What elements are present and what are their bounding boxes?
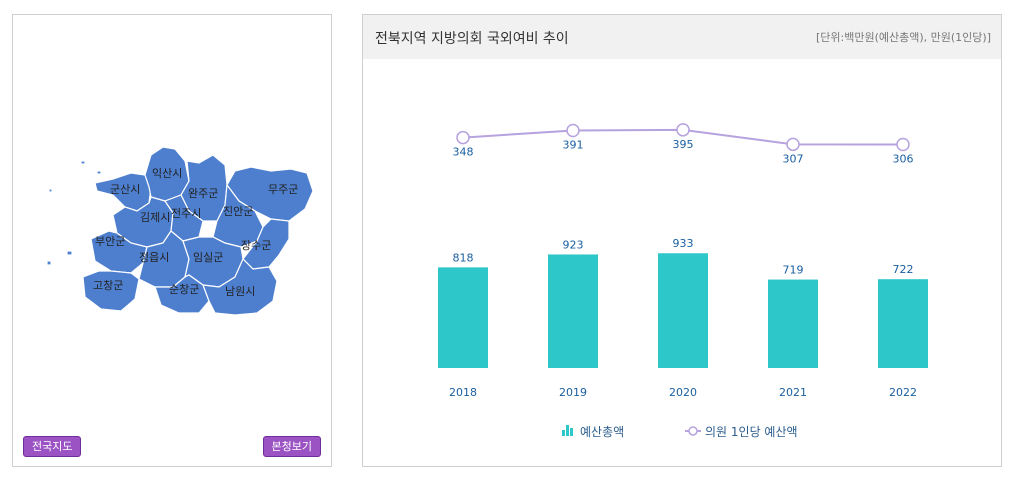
- line-value-label: 348: [453, 146, 474, 159]
- region-label: 전주시: [171, 207, 201, 220]
- legend-line-marker: [688, 426, 698, 436]
- region-label: 완주군: [188, 187, 218, 200]
- region-label: 남원시: [225, 285, 255, 298]
- region-label: 고창군: [93, 279, 123, 292]
- region-label: 부안군: [95, 235, 125, 248]
- chart-header: 전북지역 지방의회 국외여비 추이 [단위:백만원(예산총액), 만원(1인당)…: [363, 15, 1001, 59]
- x-tick-label: 2018: [449, 386, 477, 399]
- x-tick-label: 2021: [779, 386, 807, 399]
- region-label: 진안군: [223, 205, 253, 218]
- bar-value-label: 933: [673, 237, 694, 250]
- island: [46, 260, 52, 266]
- bar: [438, 267, 488, 368]
- legend-label: 예산총액: [580, 425, 624, 439]
- region-label: 무주군: [268, 183, 298, 196]
- line-value-label: 307: [783, 152, 804, 165]
- legend-bar-icon: [562, 430, 565, 436]
- x-tick-label: 2019: [559, 386, 587, 399]
- line-point: [676, 123, 690, 137]
- bar: [768, 279, 818, 368]
- line-value-label: 395: [673, 138, 694, 151]
- jeonbuk-map: 익산시 군산시 완주군 무주군 김제시 전주시 진안군 부안군 장수군 정읍시 …: [46, 146, 314, 316]
- national-map-button[interactable]: 전국지도: [23, 436, 82, 457]
- legend-bar-icon: [566, 425, 569, 436]
- x-tick-label: 2022: [889, 386, 917, 399]
- island: [96, 170, 102, 175]
- region-남원시[interactable]: [202, 257, 278, 316]
- region-label: 임실군: [193, 251, 223, 264]
- line-value-label: 306: [893, 153, 914, 166]
- chart-title: 전북지역 지방의회 국외여비 추이: [375, 31, 569, 47]
- island: [80, 160, 86, 165]
- region-label: 익산시: [152, 167, 182, 180]
- region-label: 순창군: [169, 283, 199, 296]
- region-label: 김제시: [140, 211, 170, 224]
- legend-bar-icon: [570, 428, 573, 436]
- line-point: [896, 137, 910, 152]
- region-label: 정읍시: [139, 251, 169, 264]
- line-value-label: 391: [563, 138, 584, 151]
- legend-item-budget: 예산총액: [562, 425, 624, 439]
- bar: [658, 253, 708, 368]
- x-tick-label: 2020: [669, 386, 697, 399]
- chart-unit: [단위:백만원(예산총액), 만원(1인당)]: [815, 31, 991, 44]
- main-view-button[interactable]: 본청보기: [262, 436, 321, 457]
- chart-plot: 818 923 933 719 722 348 391 395 307 306 2018 2019…: [438, 123, 928, 439]
- chart-panel: 전북지역 지방의회 국외여비 추이 [단위:백만원(예산총액), 만원(1인당)…: [362, 14, 1002, 467]
- bar-value-label: 722: [893, 263, 914, 276]
- map-panel: 익산시 군산시 완주군 무주군 김제시 전주시 진안군 부안군 장수군 정읍시 …: [12, 14, 332, 467]
- bar-value-label: 719: [783, 264, 804, 277]
- region-label: 장수군: [241, 239, 271, 252]
- bar: [878, 279, 928, 368]
- legend-item-per-member: 의원 1인당 예산액: [685, 425, 798, 439]
- bar-value-label: 818: [453, 251, 474, 264]
- bar-value-label: 923: [563, 238, 584, 251]
- island: [66, 250, 73, 256]
- region-label: 군산시: [110, 183, 140, 196]
- island: [48, 188, 53, 193]
- line-point: [566, 123, 580, 138]
- legend-label: 의원 1인당 예산액: [705, 425, 798, 439]
- line-point: [786, 137, 800, 152]
- line-point: [456, 130, 470, 145]
- bar: [548, 254, 598, 368]
- region-고창군[interactable]: [82, 270, 140, 312]
